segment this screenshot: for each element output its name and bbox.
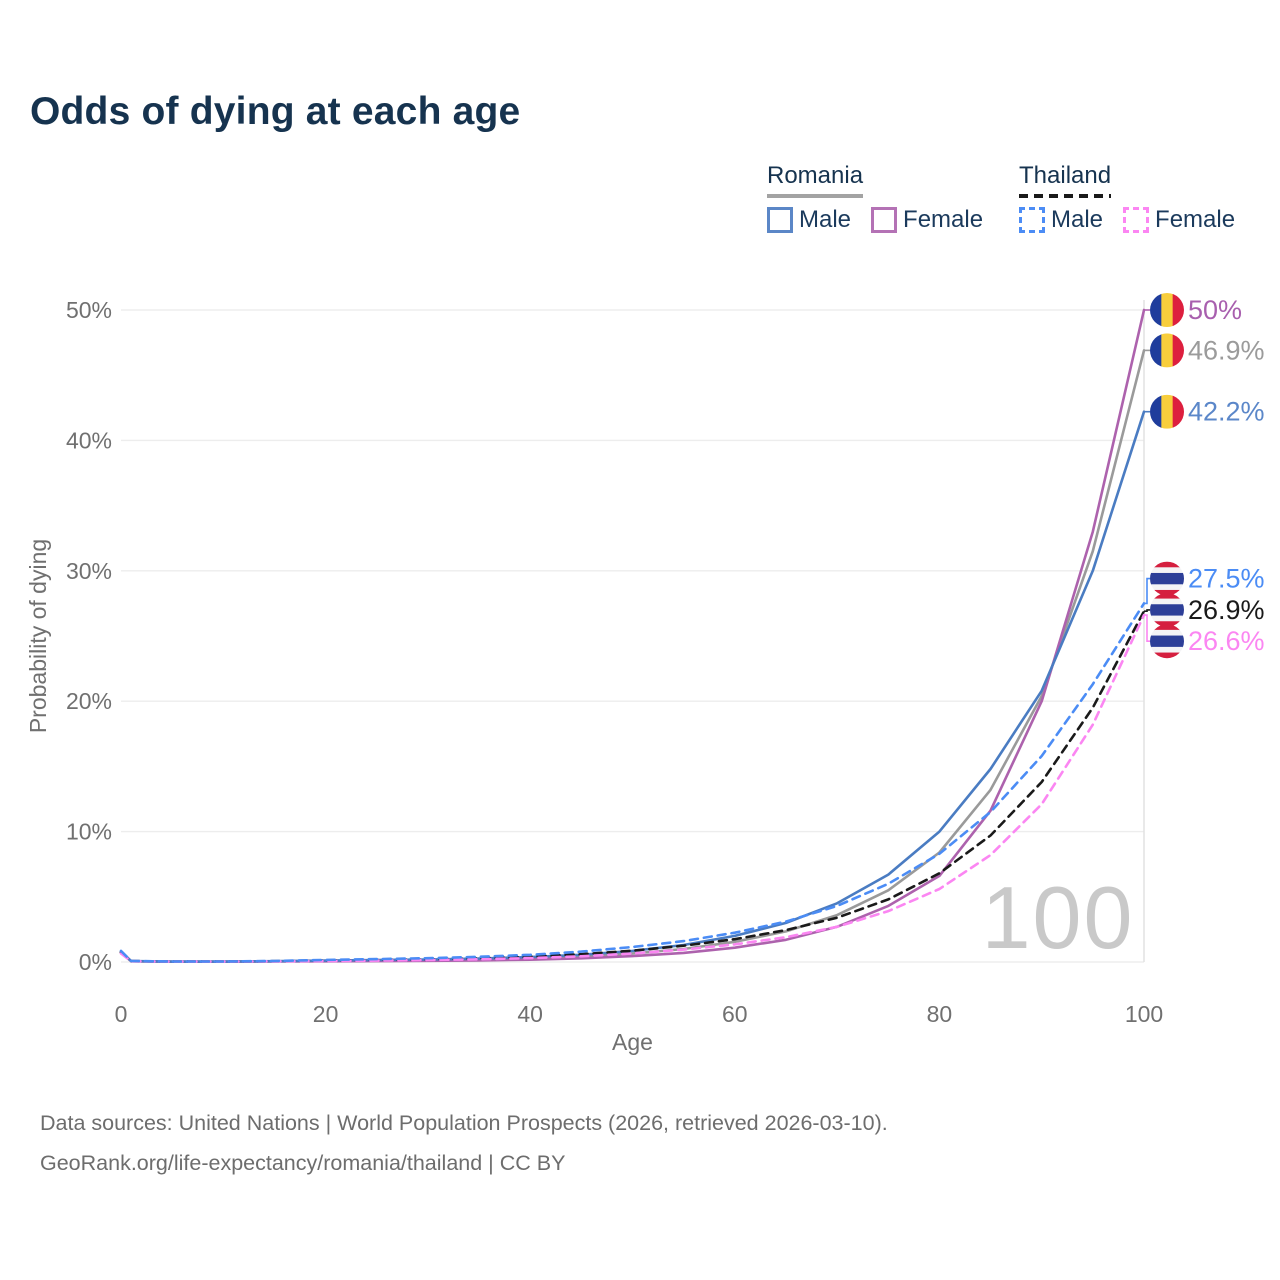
legend-romania-label: Romania: [767, 162, 864, 189]
legend-group-romania: Romania Male Female: [767, 162, 983, 234]
end-label-thailand-female: 26.6%: [1188, 626, 1265, 656]
y-tick-label: 30%: [66, 558, 112, 584]
flag-stripe: [1150, 589, 1184, 596]
thailand-flag-icon: [1150, 592, 1184, 627]
flag-stripe: [1161, 293, 1174, 327]
legend-header-thailand: Thailand: [1019, 162, 1112, 198]
series-line-thailand-male[interactable]: [119, 602, 1146, 963]
flag-stripe: [1150, 646, 1184, 654]
leader-line-thailand-male: [1144, 577, 1150, 605]
end-label-romania-male: 42.2%: [1188, 397, 1265, 427]
flag-stripe: [1150, 567, 1184, 574]
flag-stripe: [1150, 635, 1184, 648]
page-title: Odds of dying at each age: [30, 90, 521, 133]
leader-line-thailand-both: [1144, 609, 1150, 612]
romania-flag-icon: [1150, 333, 1184, 368]
y-tick-label: 20%: [66, 688, 112, 714]
end-label-thailand-both: 26.9%: [1188, 595, 1265, 625]
x-tick-label: 60: [722, 1001, 748, 1027]
flag-stripe: [1150, 592, 1184, 600]
romania-flag-icon: [1150, 293, 1184, 327]
x-tick-label: 0: [115, 1001, 128, 1027]
source-url-line: GeoRank.org/life-expectancy/romania/thai…: [40, 1151, 566, 1175]
end-label-romania-both: 46.9%: [1188, 335, 1265, 365]
flag-stripe: [1150, 652, 1184, 659]
x-axis-label: Age: [612, 1029, 653, 1055]
legend-item-label: Male: [1051, 206, 1104, 233]
end-label-thailand-male: 27.5%: [1188, 564, 1265, 594]
footer-attribution: Data sources: United Nations | World Pop…: [40, 1103, 888, 1183]
flag-stripe: [1150, 333, 1162, 368]
data-sources-line: Data sources: United Nations | World Pop…: [40, 1111, 888, 1135]
series-line-romania-female[interactable]: [119, 308, 1146, 964]
flag-stripe: [1150, 598, 1184, 605]
x-tick-label: 40: [517, 1001, 543, 1027]
legend-item-thailand-male[interactable]: Male: [1019, 206, 1103, 234]
legend-row-thailand: Male Female: [1019, 206, 1235, 234]
y-tick-label: 50%: [66, 297, 112, 323]
flag-stripe: [1172, 293, 1184, 327]
legend-header-romania: Romania: [767, 162, 864, 198]
y-tick-label: 0%: [79, 949, 112, 975]
end-label-romania-female: 50%: [1188, 295, 1242, 325]
legend-item-label: Male: [799, 206, 852, 233]
romania-female-swatch: [871, 207, 898, 233]
flag-stripe: [1150, 293, 1162, 327]
flag-stripe: [1150, 615, 1184, 622]
legend-item-label: Female: [903, 206, 984, 233]
flag-stripe: [1150, 604, 1184, 617]
legend-group-thailand: Thailand Male Female: [1019, 162, 1235, 234]
legend-item-romania-female[interactable]: Female: [871, 206, 983, 234]
y-tick-label: 40%: [66, 427, 112, 453]
leader-line-thailand-female: [1144, 614, 1150, 642]
flag-stripe: [1161, 333, 1174, 368]
flag-stripe: [1150, 584, 1184, 591]
x-tick-label: 100: [1125, 1001, 1163, 1027]
y-tick-label: 10%: [66, 819, 112, 845]
flag-stripe: [1172, 333, 1184, 368]
flag-stripe: [1150, 621, 1184, 627]
thailand-flag-icon: [1150, 624, 1184, 659]
flag-stripe: [1150, 394, 1162, 429]
hover-age-watermark: 100: [982, 868, 1135, 967]
thailand-flag-icon: [1150, 561, 1184, 596]
thailand-dashed-line-swatch: [1019, 194, 1112, 198]
legend-thailand-label: Thailand: [1019, 162, 1112, 189]
y-axis-label: Probability of dying: [25, 539, 51, 733]
flag-stripe: [1150, 624, 1184, 631]
legend-row-romania: Male Female: [767, 206, 983, 234]
flag-stripe: [1150, 561, 1184, 568]
romania-solid-line-swatch: [767, 194, 864, 198]
thailand-female-swatch: [1123, 207, 1150, 233]
flag-stripe: [1172, 394, 1184, 429]
romania-male-swatch: [767, 207, 793, 233]
flag-stripe: [1161, 394, 1174, 429]
legend-item-thailand-female[interactable]: Female: [1123, 206, 1235, 234]
legend-item-label: Female: [1155, 206, 1236, 233]
flag-stripe: [1150, 629, 1184, 637]
flag-stripe: [1150, 572, 1184, 585]
x-tick-label: 80: [927, 1001, 953, 1027]
thailand-male-swatch: [1019, 207, 1045, 233]
legend-item-romania-male[interactable]: Male: [767, 206, 851, 234]
romania-flag-icon: [1150, 394, 1184, 429]
x-tick-label: 20: [313, 1001, 339, 1027]
